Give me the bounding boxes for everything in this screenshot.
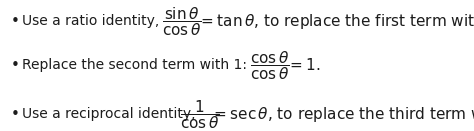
Text: $= \sec\theta$, to replace the third term with sec$\theta$.: $= \sec\theta$, to replace the third ter… (211, 105, 474, 124)
Text: $= 1.$: $= 1.$ (287, 58, 321, 73)
Text: Replace the second term with 1:: Replace the second term with 1: (22, 59, 247, 72)
Text: $\dfrac{\cos\theta}{\cos\theta}$: $\dfrac{\cos\theta}{\cos\theta}$ (250, 49, 290, 82)
Text: Use a reciprocal identity,: Use a reciprocal identity, (22, 107, 196, 121)
Text: $= \tan\theta$, to replace the first term with tan$\theta$.: $= \tan\theta$, to replace the first ter… (198, 12, 474, 31)
Text: •: • (10, 58, 19, 73)
Text: •: • (10, 14, 19, 29)
Text: $\dfrac{1}{\cos\theta}$: $\dfrac{1}{\cos\theta}$ (180, 98, 220, 131)
Text: $\dfrac{\sin\theta}{\cos\theta}$: $\dfrac{\sin\theta}{\cos\theta}$ (162, 5, 201, 38)
Text: Use a ratio identity,: Use a ratio identity, (22, 14, 160, 28)
Text: •: • (10, 107, 19, 122)
